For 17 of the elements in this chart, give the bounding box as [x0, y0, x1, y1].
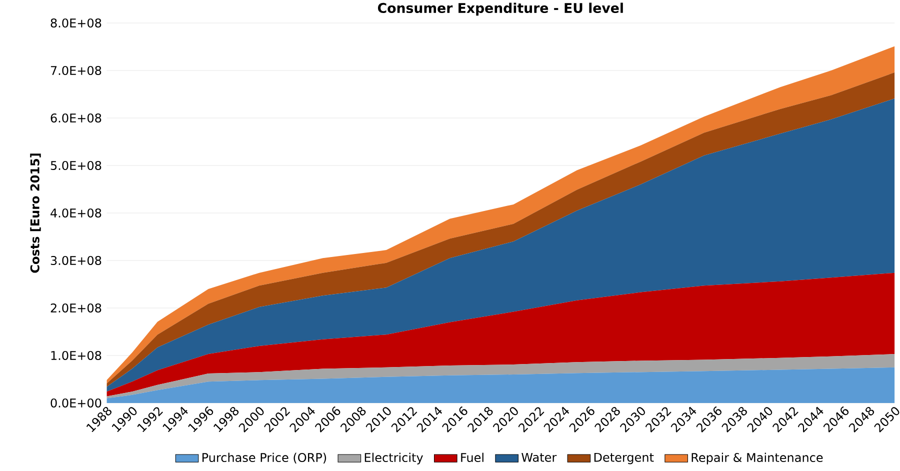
y-tick-label: 7.0E+08	[50, 66, 102, 76]
legend-label: Purchase Price (ORP)	[202, 452, 326, 464]
y-tick-label: 6.0E+08	[50, 113, 102, 123]
y-tick-label: 0.0E+00	[50, 398, 102, 408]
chart-title: Consumer Expenditure - EU level	[378, 2, 623, 16]
y-tick-label: 8.0E+08	[50, 18, 102, 28]
legend-label: Electricity	[364, 452, 423, 464]
y-tick-label: 1.0E+08	[51, 350, 102, 360]
y-tick-label: 4.0E+08	[50, 208, 102, 218]
y-tick-label: 3.0E+08	[50, 256, 102, 266]
legend-label: Detergent	[594, 452, 654, 464]
y-axis-title: Costs [Euro 2015]	[30, 154, 41, 273]
legend-label: Repair & Maintenance	[692, 452, 823, 464]
y-tick-label: 2.0E+08	[50, 303, 102, 313]
legend-label: Fuel	[461, 452, 484, 462]
legend-label: Water	[522, 452, 557, 462]
y-tick-label: 5.0E+08	[50, 160, 102, 170]
